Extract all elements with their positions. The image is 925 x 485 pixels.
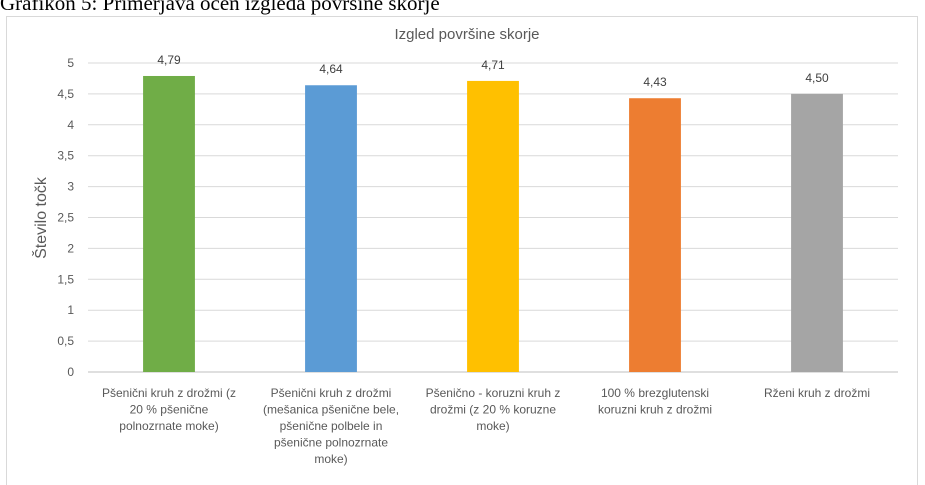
x-tick-label-line: drožmi (z 20 % koruzne <box>430 403 556 417</box>
y-tick-label: 4 <box>67 118 74 132</box>
x-tick-label-line: pšenične polnozrnate <box>274 436 388 450</box>
y-tick-label: 4,5 <box>57 87 74 101</box>
bar <box>305 85 357 373</box>
x-tick-label-line: Pšenični kruh z drožmi (z <box>102 386 236 400</box>
bar <box>629 98 681 372</box>
x-tick-label-line: 100 % brezglutenski <box>601 386 709 400</box>
y-tick-label: 2 <box>67 241 74 255</box>
x-tick-labels: Pšenični kruh z drožmi (z 20 % pšenične po… <box>102 386 870 466</box>
bar <box>791 93 843 373</box>
data-label: 4,50 <box>805 71 829 85</box>
y-tick-label: 2,5 <box>57 211 74 225</box>
y-tick-label: 0 <box>67 365 74 379</box>
chart-frame <box>6 16 918 485</box>
y-tick-label: 1,5 <box>57 272 74 286</box>
data-labels: 4,79 4,64 4,71 4,43 4,50 <box>157 53 829 89</box>
y-tick-label: 1 <box>67 303 74 317</box>
x-tick-label-line: moke) <box>314 452 347 466</box>
y-tick-labels: 0 0,5 1 1,5 2 2,5 3 3,5 4 4,5 5 <box>57 56 74 379</box>
y-tick-label: 5 <box>67 56 74 70</box>
x-tick-label-line: koruzni kruh z drožmi <box>598 403 712 417</box>
figure-caption: Grafikon 5: Primerjava ocen izgleda povr… <box>0 0 440 15</box>
x-tick-label-line: moke) <box>476 419 509 433</box>
x-tick-label: 100 % brezglutenski koruzni kruh z drožmi <box>598 386 712 417</box>
data-label: 4,71 <box>481 58 505 72</box>
data-label: 4,79 <box>157 53 181 67</box>
x-tick-label-line: Rženi kruh z drožmi <box>764 386 870 400</box>
bars <box>143 75 843 373</box>
x-tick-label: Pšenično - koruzni kruh z drožmi (z 20 % … <box>426 386 561 433</box>
x-tick-label-line: polnozrnate moke) <box>119 419 218 433</box>
bar <box>467 80 519 372</box>
y-tick-label: 0,5 <box>57 334 74 348</box>
y-axis-label: Število točk <box>31 176 50 259</box>
x-tick-label-line: Pšenični kruh z drožmi <box>271 386 392 400</box>
x-tick-label: Pšenični kruh z drožmi (z 20 % pšenične po… <box>102 386 236 433</box>
chart-title: Izgled površine skorje <box>394 26 539 43</box>
x-tick-label: Rženi kruh z drožmi <box>764 386 870 400</box>
y-tick-label: 3 <box>67 180 74 194</box>
data-label: 4,43 <box>643 75 667 89</box>
y-tick-label: 3,5 <box>57 149 74 163</box>
x-tick-label-line: (mešanica pšenične bele, <box>263 403 399 417</box>
bar <box>143 75 195 372</box>
data-label: 4,64 <box>319 62 343 76</box>
x-tick-label: Pšenični kruh z drožmi (mešanica pšenične… <box>263 386 399 466</box>
x-tick-label-line: pšenične polbele in <box>280 419 383 433</box>
x-tick-label-line: Pšenično - koruzni kruh z <box>426 386 561 400</box>
x-tick-label-line: 20 % pšenične <box>130 403 209 417</box>
